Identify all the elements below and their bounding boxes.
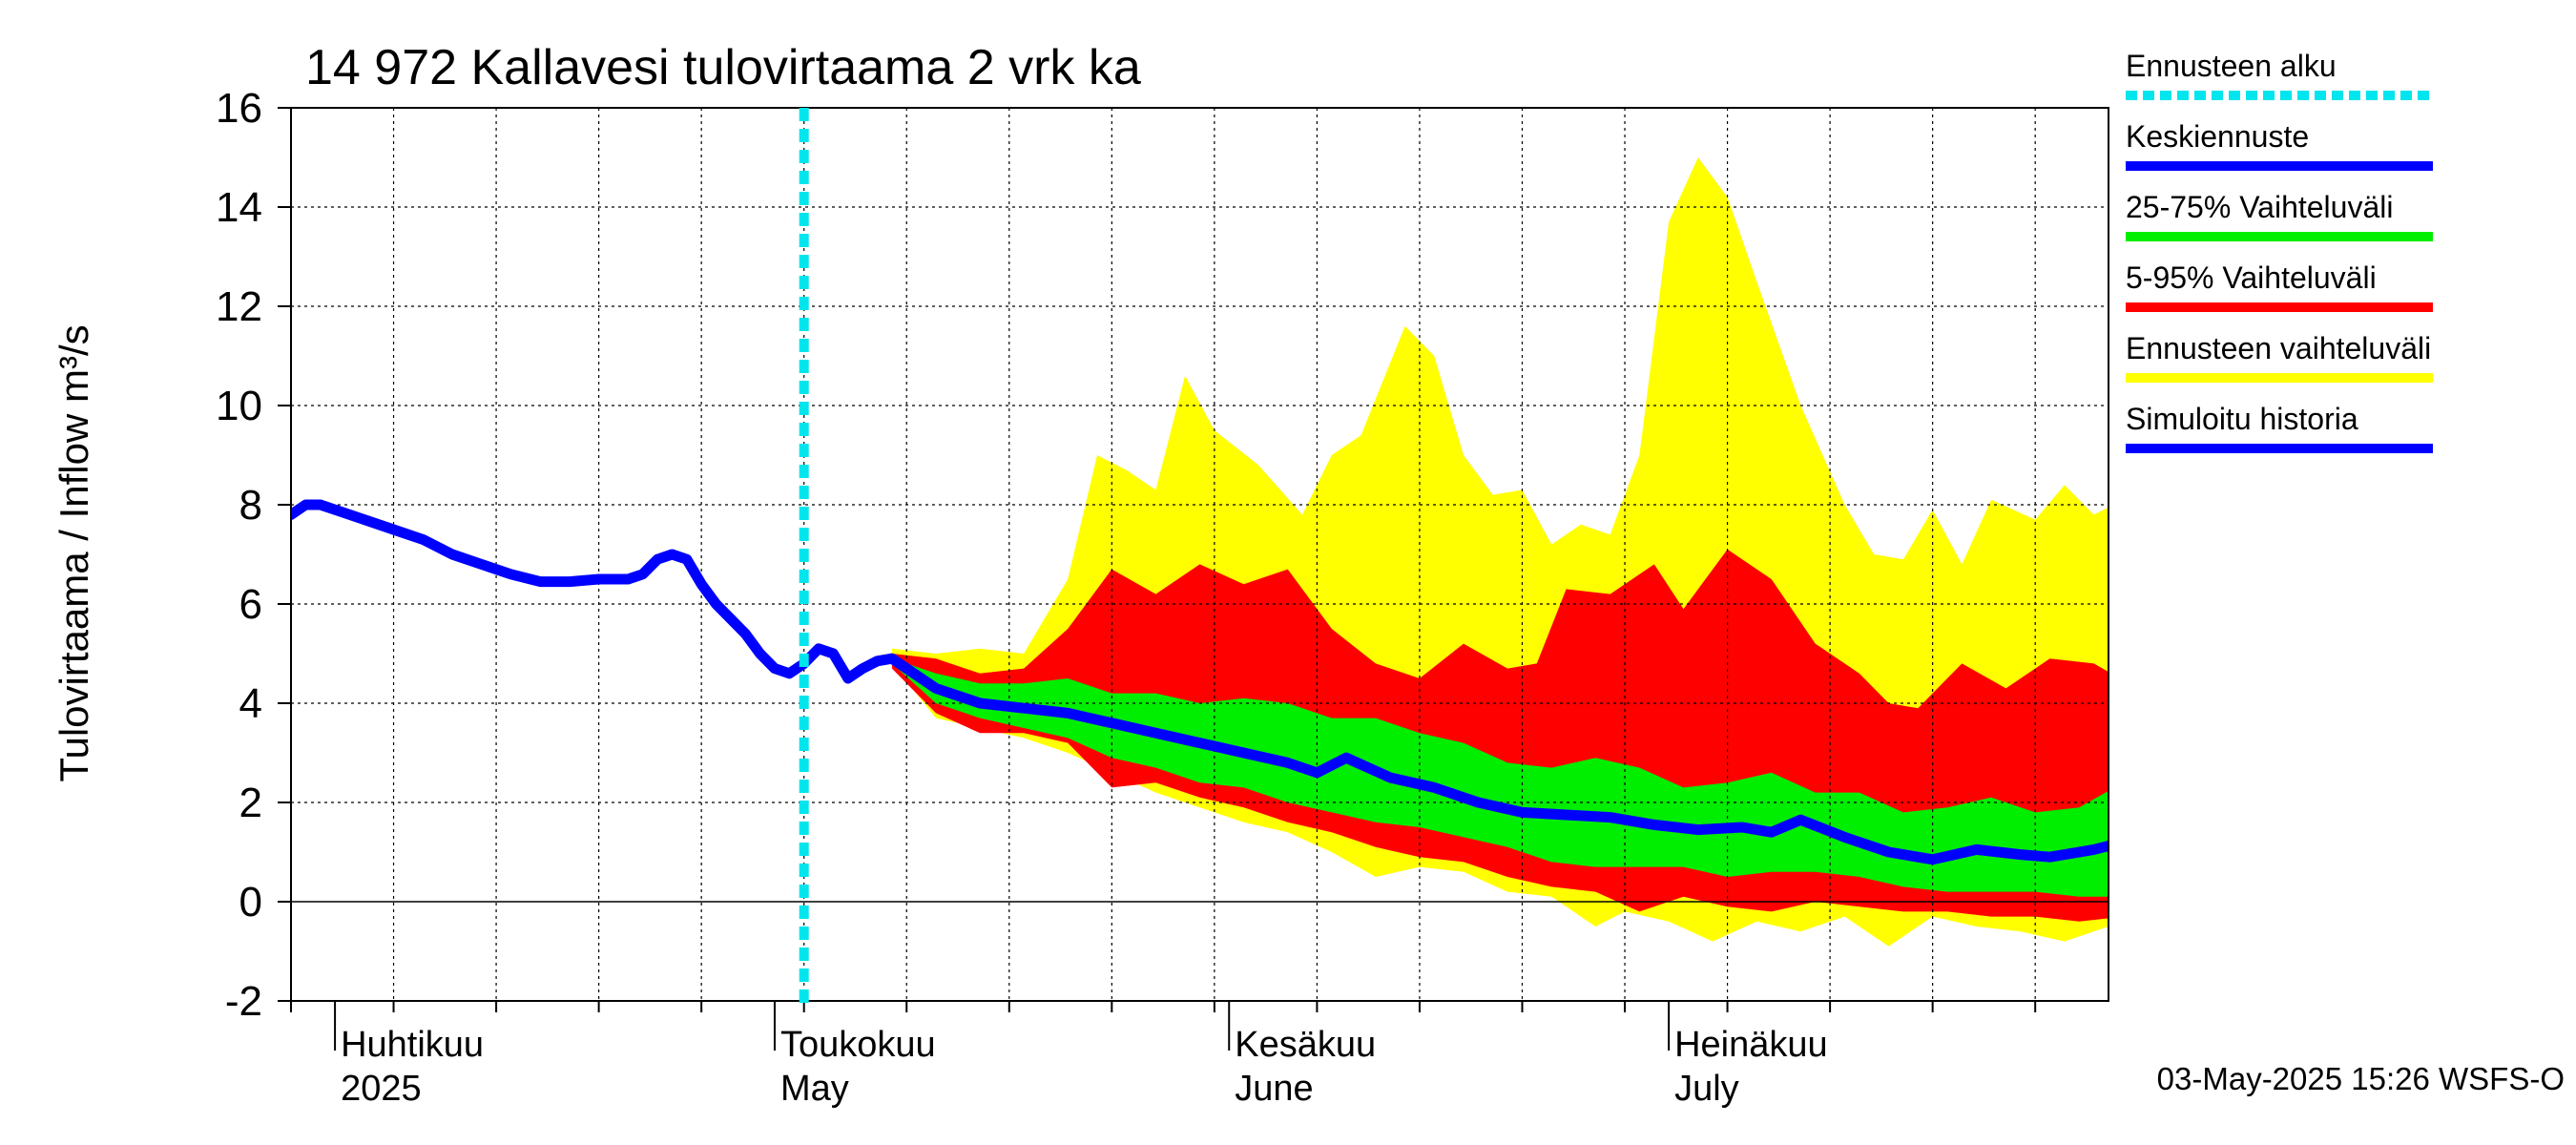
forecast-bands	[891, 157, 2109, 947]
series-keskiennuste	[886, 653, 2109, 865]
y-tick-label: 8	[239, 482, 262, 529]
y-tick-label: -2	[225, 978, 262, 1025]
chart-title: 14 972 Kallavesi tulovirtaama 2 vrk ka	[305, 40, 1141, 95]
y-tick-label: 6	[239, 581, 262, 628]
y-tick-label: 10	[216, 383, 262, 429]
plot-frame	[290, 107, 2109, 1002]
month-label-fi: Heinäkuu	[1674, 1025, 1828, 1065]
y-tick-label: 0	[239, 879, 262, 926]
legend-label: 25-75% Vaihteluväli	[2126, 190, 2393, 224]
y-tick-label: 2	[239, 780, 262, 826]
series-lines	[291, 499, 2109, 865]
y-tick-label: 14	[216, 184, 262, 231]
month-label-fi: Huhtikuu	[341, 1025, 484, 1065]
y-tick-label: 12	[216, 283, 262, 330]
legend-label: Keskiennuste	[2126, 119, 2309, 154]
legend-label: Ennusteen vaihteluväli	[2126, 331, 2431, 365]
series-simuloitu-historia	[291, 499, 898, 684]
month-label-fi: Kesäkuu	[1235, 1025, 1376, 1065]
month-label-en: 2025	[341, 1069, 422, 1109]
month-label-fi: Toukokuu	[780, 1025, 936, 1065]
legend: Ennusteen alku Keskiennuste 25-75% Vaihtel…	[2126, 49, 2433, 453]
chart-text: 14 972 Kallavesi tulovirtaama 2 vrk ka T…	[52, 40, 2565, 1096]
y-axis-label: Tulovirtaama / Inflow m³/s	[52, 324, 96, 781]
legend-label: Simuloitu historia	[2126, 402, 2358, 436]
y-tick-label: 16	[216, 85, 262, 132]
legend-label: Ennusteen alku	[2126, 49, 2337, 83]
month-label-en: July	[1674, 1069, 1739, 1109]
month-label-en: May	[780, 1069, 849, 1109]
legend-label: 5-95% Vaihteluväli	[2126, 260, 2377, 295]
footer-timestamp: 03-May-2025 15:26 WSFS-O	[2157, 1061, 2565, 1096]
band-25-75-vaihteluv-li	[891, 658, 2109, 897]
axes	[278, 107, 2109, 1051]
y-tick-label: 4	[239, 680, 262, 727]
month-label-en: June	[1235, 1069, 1313, 1109]
